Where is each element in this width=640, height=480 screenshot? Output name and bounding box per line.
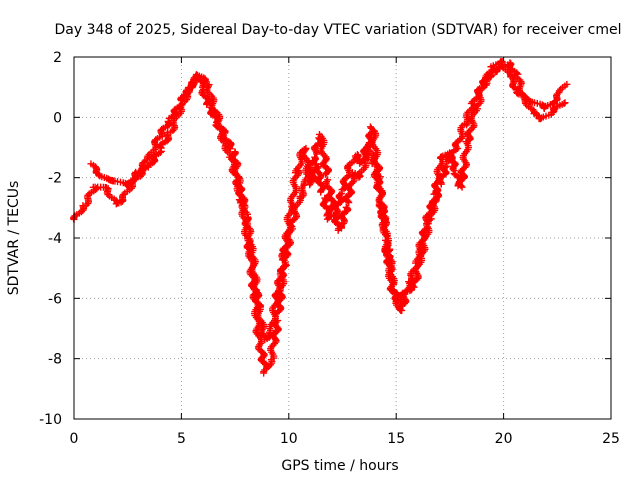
data-point: [282, 236, 290, 244]
data-point: [376, 194, 384, 202]
data-point: [516, 76, 524, 84]
x-tick-label: 15: [387, 431, 405, 447]
x-tick-label: 25: [602, 431, 620, 447]
data-point: [207, 110, 215, 118]
data-point: [323, 169, 331, 177]
data-point: [563, 80, 571, 88]
data-point: [344, 162, 352, 170]
data-point: [343, 204, 351, 212]
y-tick-label: -2: [48, 171, 62, 187]
data-point: [449, 165, 457, 173]
data-point: [131, 170, 139, 178]
x-tick-label: 0: [70, 431, 79, 447]
data-point: [272, 318, 280, 326]
data-point: [225, 144, 233, 152]
chart-title: Day 348 of 2025, Sidereal Day-to-day VTE…: [54, 22, 621, 38]
x-tick-label: 10: [280, 431, 298, 447]
data-point: [203, 100, 211, 108]
data-point: [271, 290, 279, 298]
data-point: [471, 104, 479, 112]
data-point: [104, 191, 112, 199]
data-point: [384, 253, 392, 261]
data-point: [298, 193, 306, 201]
series-track-1: [70, 59, 569, 344]
x-axis-label: GPS time / hours: [281, 458, 398, 474]
y-tick-labels: 2 0 -2 -4 -6 -8 -10: [39, 50, 62, 428]
y-tick-label: -4: [48, 231, 62, 247]
data-point: [317, 188, 325, 196]
data-point: [226, 145, 234, 153]
data-point: [377, 192, 385, 200]
plot-frame: [73, 56, 612, 420]
x-tick-label: 5: [177, 431, 186, 447]
x-tick-label: 20: [495, 431, 513, 447]
data-point: [132, 168, 140, 176]
series-track-2: [87, 57, 571, 377]
data-point: [432, 196, 440, 204]
data-point: [267, 343, 275, 351]
data-point: [200, 79, 208, 87]
data-point: [506, 69, 514, 77]
y-tick-label: -6: [48, 291, 62, 307]
x-tick-labels: 0 5 10 15 20 25: [70, 431, 620, 447]
y-axis-label: SDTVAR / TECUs: [6, 181, 22, 296]
data-point: [342, 203, 350, 211]
data-point: [164, 117, 172, 125]
y-tick-label: 2: [53, 50, 62, 66]
y-tick-label: -10: [39, 412, 62, 428]
data-point: [205, 82, 213, 90]
data-point: [422, 225, 430, 233]
data-point: [561, 99, 569, 107]
data-point: [336, 191, 344, 199]
data-point: [369, 157, 377, 165]
data-points: [70, 57, 571, 377]
data-point: [250, 295, 258, 303]
data-point: [274, 317, 282, 325]
y-tick-label: 0: [53, 110, 62, 126]
data-point: [323, 215, 331, 223]
data-point: [513, 89, 521, 97]
data-point: [437, 153, 445, 161]
y-tick-label: -8: [48, 352, 62, 368]
data-point: [521, 96, 529, 104]
data-point: [367, 124, 375, 132]
data-point: [560, 100, 568, 108]
data-point: [408, 275, 416, 283]
data-point: [540, 103, 548, 111]
